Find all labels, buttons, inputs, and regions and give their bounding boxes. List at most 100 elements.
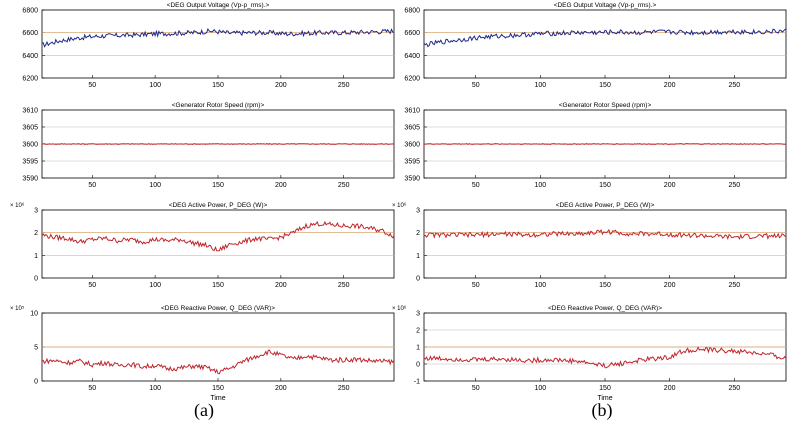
chart-a-4-xlabel: Time xyxy=(210,395,225,402)
chart-b-3-plot-frame xyxy=(423,209,787,279)
chart-a-4-exponent: × 10⁵ xyxy=(10,305,25,312)
chart-b-4-ytick-label: 1 xyxy=(416,345,420,352)
chart-b-2-ytick-label: 3590 xyxy=(404,176,420,183)
chart-b-1-ytick-label: 6200 xyxy=(404,76,420,83)
chart-a-4-xtick-label: 100 xyxy=(149,385,161,392)
chart-b-1-title: <DEG Output Voltage (Vp-p_rms).> xyxy=(554,2,657,9)
chart-b-4-ytick-label: -1 xyxy=(414,379,420,386)
chart-b-3-exponent: × 10⁶ xyxy=(392,202,407,209)
chart-a-4-ytick-label: 5 xyxy=(34,345,38,352)
chart-a-2-xtick-label: 150 xyxy=(212,182,224,189)
chart-a-1-plot-frame xyxy=(41,9,395,79)
chart-b-4-ytick-label: 2 xyxy=(416,328,420,335)
chart-b-1-ytick-label: 6800 xyxy=(404,8,420,15)
chart-a-2-ytick-label: 3600 xyxy=(22,142,38,149)
chart-b-1-plot-frame xyxy=(423,9,787,79)
chart-b-4-xtick-label: 50 xyxy=(472,385,480,392)
chart-a-4-title: <DEG Reactive Power, Q_DEG (VAR)> xyxy=(161,305,275,312)
chart-a-4-xtick-label: 50 xyxy=(88,385,96,392)
chart-b-4-xtick-label: 200 xyxy=(664,385,676,392)
chart-a-3-series-line xyxy=(41,220,395,252)
chart-b-1-series-line xyxy=(423,28,787,48)
chart-a-4-xtick-label: 250 xyxy=(338,385,350,392)
chart-a-3-xtick-label: 50 xyxy=(88,282,96,289)
chart-b-2-ytick-label: 3600 xyxy=(404,142,420,149)
chart-b-1-xtick-label: 50 xyxy=(472,82,480,89)
chart-a-3-ytick-label: 3 xyxy=(34,208,38,215)
chart-a-4-xtick-label: 200 xyxy=(275,385,287,392)
chart-b-1-xtick-label: 150 xyxy=(599,82,611,89)
caption-panel-a: (a) xyxy=(194,400,214,420)
chart-a-1-xtick-label: 250 xyxy=(338,82,350,89)
chart-a-2-series-line xyxy=(41,143,395,145)
chart-a-2-ytick-label: 3595 xyxy=(22,159,38,166)
chart-a-2-ytick-label: 3590 xyxy=(22,176,38,183)
chart-a-2-ytick-label: 3610 xyxy=(22,108,38,115)
chart-a-3-ytick-label: 2 xyxy=(34,230,38,237)
chart-b-2-title: <Generator Rotor Speed (rpm)> xyxy=(559,102,652,109)
chart-a-1-series-line xyxy=(41,27,395,48)
chart-b-4-xtick-label: 150 xyxy=(599,385,611,392)
chart-a-3-xtick-label: 150 xyxy=(212,282,224,289)
chart-b-2-series-line xyxy=(423,143,786,145)
chart-b-3-ytick-label: 1 xyxy=(416,253,420,260)
chart-b-2-xtick-label: 150 xyxy=(599,182,611,189)
chart-b-4-ytick-label: 0 xyxy=(416,362,420,369)
chart-a-3-plot-frame xyxy=(41,209,395,279)
chart-b-4-series-line xyxy=(423,346,787,369)
chart-a-3-title: <DEG Active Power, P_DEG (W)> xyxy=(169,202,268,209)
chart-b-4-xtick-label: 100 xyxy=(535,385,547,392)
chart-b-2-ytick-label: 3605 xyxy=(404,125,420,132)
chart-b-2-xtick-label: 50 xyxy=(472,182,480,189)
chart-b-1-ytick-label: 6400 xyxy=(404,53,420,60)
chart-a-4-ytick-label: 10 xyxy=(30,311,38,318)
chart-a-3-xtick-label: 250 xyxy=(338,282,350,289)
chart-b-1-xtick-label: 200 xyxy=(664,82,676,89)
chart-a-2-xtick-label: 200 xyxy=(275,182,287,189)
chart-a-3-ytick-label: 1 xyxy=(34,253,38,260)
chart-b-3-xtick-label: 250 xyxy=(728,282,740,289)
chart-b-4-exponent: × 10⁶ xyxy=(392,305,407,312)
chart-a-4-ytick-label: 0 xyxy=(34,379,38,386)
chart-b-1-xtick-label: 100 xyxy=(535,82,547,89)
chart-b-2-ytick-label: 3595 xyxy=(404,159,420,166)
chart-a-3-xtick-label: 100 xyxy=(149,282,161,289)
chart-a-2-xtick-label: 100 xyxy=(149,182,161,189)
chart-b-4-xtick-label: 250 xyxy=(728,385,740,392)
chart-b-2-xtick-label: 250 xyxy=(728,182,740,189)
chart-a-1-xtick-label: 150 xyxy=(212,82,224,89)
chart-a-1-xtick-label: 100 xyxy=(149,82,161,89)
chart-b-3-ytick-label: 0 xyxy=(416,276,420,283)
chart-a-1-xtick-label: 50 xyxy=(88,82,96,89)
chart-b-3-xtick-label: 50 xyxy=(472,282,480,289)
chart-a-4-series-line xyxy=(41,349,395,375)
chart-a-2-ytick-label: 3605 xyxy=(22,125,38,132)
chart-a-2-xtick-label: 250 xyxy=(338,182,350,189)
chart-b-3-ytick-label: 2 xyxy=(416,230,420,237)
chart-a-3-exponent: × 10⁶ xyxy=(10,202,25,209)
chart-a-3-xtick-label: 200 xyxy=(275,282,287,289)
chart-a-1-xtick-label: 200 xyxy=(275,82,287,89)
chart-b-3-xtick-label: 150 xyxy=(599,282,611,289)
chart-b-1-xtick-label: 250 xyxy=(728,82,740,89)
chart-b-2-ytick-label: 3610 xyxy=(404,108,420,115)
chart-b-3-xtick-label: 200 xyxy=(664,282,676,289)
chart-a-1-ytick-label: 6400 xyxy=(22,53,38,60)
chart-a-4-xtick-label: 150 xyxy=(212,385,224,392)
chart-a-1-title: <DEG Output Voltage (Vp-p_rms).> xyxy=(167,2,270,9)
chart-b-2-xtick-label: 200 xyxy=(664,182,676,189)
chart-b-3-ytick-label: 3 xyxy=(416,208,420,215)
chart-b-3-xtick-label: 100 xyxy=(535,282,547,289)
chart-b-4-ytick-label: 3 xyxy=(416,311,420,318)
chart-a-3-ytick-label: 0 xyxy=(34,276,38,283)
chart-a-1-ytick-label: 6800 xyxy=(22,8,38,15)
chart-b-3-title: <DEG Active Power, P_DEG (W)> xyxy=(556,202,655,209)
chart-a-2-title: <Generator Rotor Speed (rpm)> xyxy=(172,102,265,109)
chart-a-2-xtick-label: 50 xyxy=(88,182,96,189)
chart-b-1-ytick-label: 6600 xyxy=(404,30,420,37)
chart-b-2-xtick-label: 100 xyxy=(535,182,547,189)
caption-panel-b: (b) xyxy=(591,400,613,420)
chart-b-4-title: <DEG Reactive Power, Q_DEG (VAR)> xyxy=(548,305,662,312)
chart-b-4-xlabel: Time xyxy=(597,395,612,402)
